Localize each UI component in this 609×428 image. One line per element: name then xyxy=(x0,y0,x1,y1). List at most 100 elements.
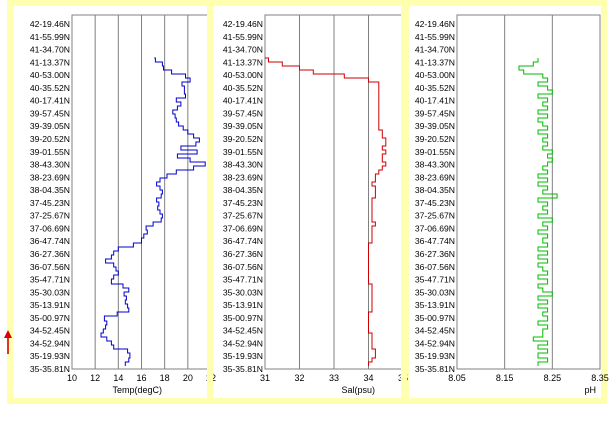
y-tick-label: 37-25.67N xyxy=(415,211,455,221)
profile-panels: 10 12 14 16 18 20 22Temp(degC)42-19.46N41-55.9… xyxy=(7,0,609,404)
x-axis-title: pH xyxy=(584,385,596,395)
y-tick-label: 39-20.52N xyxy=(415,134,455,144)
y-tick-label: 40-53.00N xyxy=(30,70,70,80)
x-tick-label: 18 xyxy=(160,373,170,383)
y-tick-label: 42-19.46N xyxy=(223,19,263,29)
y-tick-label: 38-43.30N xyxy=(30,160,70,170)
y-tick-label: 41-34.70N xyxy=(223,45,263,55)
y-tick-label: 40-17.41N xyxy=(223,96,263,106)
y-tick-label: 36-47.74N xyxy=(30,236,70,246)
y-tick-label: 35-35.81N xyxy=(415,364,455,374)
x-tick-label: 12 xyxy=(90,373,100,383)
y-tick-label: 39-20.52N xyxy=(223,134,263,144)
y-tick-label: 39-57.45N xyxy=(30,108,70,118)
y-tick-label: 34-52.94N xyxy=(30,338,70,348)
y-tick-label: 41-13.37N xyxy=(223,57,263,67)
y-tick-label: 36-27.36N xyxy=(30,249,70,259)
plot-area xyxy=(456,14,601,370)
y-tick-label: 38-23.69N xyxy=(415,172,455,182)
y-tick-label: 41-34.70N xyxy=(30,45,70,55)
y-tick-label: 40-35.52N xyxy=(415,83,455,93)
x-axis-title: Sal(psu) xyxy=(341,385,375,395)
y-tick-label: 35-19.93N xyxy=(415,351,455,361)
y-tick-label: 34-52.94N xyxy=(415,338,455,348)
chart-panel-1: 10 12 14 16 18 20 22Temp(degC)42-19.46N41-55.9… xyxy=(7,0,216,404)
y-tick-label: 37-06.69N xyxy=(223,223,263,233)
x-tick-label: 10 xyxy=(67,373,77,383)
y-tick-label: 35-00.97N xyxy=(30,313,70,323)
y-tick-label: 41-34.70N xyxy=(415,45,455,55)
series-line xyxy=(265,57,387,366)
y-tick-label: 37-45.23N xyxy=(223,198,263,208)
y-tick-label: 37-25.67N xyxy=(30,211,70,221)
x-tick-label: 32 xyxy=(294,373,304,383)
y-tick-label: 37-45.23N xyxy=(415,198,455,208)
y-tick-label: 39-01.55N xyxy=(223,147,263,157)
y-tick-label: 34-52.45N xyxy=(415,326,455,336)
y-tick-label: 41-13.37N xyxy=(415,57,455,67)
y-tick-label: 39-01.55N xyxy=(30,147,70,157)
y-tick-label: 35-30.03N xyxy=(30,287,70,297)
y-tick-label: 36-27.36N xyxy=(415,249,455,259)
y-tick-label: 35-13.91N xyxy=(223,300,263,310)
y-tick-label: 40-53.00N xyxy=(415,70,455,80)
y-tick-label: 38-43.30N xyxy=(223,160,263,170)
chart-panel-3: 8.05 8.15 8.25 8.35 pH 42-19.46N 41-55.99N 41-3… xyxy=(401,0,609,404)
y-tick-label: 39-39.05N xyxy=(415,121,455,131)
y-tick-label: 38-04.35N xyxy=(415,185,455,195)
y-tick-label: 39-57.45N xyxy=(223,108,263,118)
y-tick-label: 35-13.91N xyxy=(30,300,70,310)
y-tick-label: 38-04.35N xyxy=(30,185,70,195)
arrow-head xyxy=(4,330,12,338)
y-tick-label: 37-06.69N xyxy=(415,223,455,233)
y-tick-label: 37-25.67N xyxy=(223,211,263,221)
x-tick-label: 8.05 xyxy=(448,373,466,383)
y-tick-label: 38-23.69N xyxy=(30,172,70,182)
y-tick-label: 36-47.74N xyxy=(415,236,455,246)
y-tick-label: 39-57.45N xyxy=(415,108,455,118)
y-tick-label: 37-45.23N xyxy=(30,198,70,208)
y-tick-label: 36-47.74N xyxy=(223,236,263,246)
chart-panel-2: 31 32 33 34 35Sal(psu)42-19.46N41-55.99N41-3… xyxy=(207,0,409,404)
y-tick-label: 39-39.05N xyxy=(223,121,263,131)
y-tick-label: 42-19.46N xyxy=(30,19,70,29)
y-tick-label: 41-55.99N xyxy=(223,32,263,42)
y-tick-label: 40-53.00N xyxy=(223,70,263,80)
x-tick-label: 8.25 xyxy=(544,373,562,383)
y-tick-label: 35-30.03N xyxy=(223,287,263,297)
y-tick-label: 41-13.37N xyxy=(30,57,70,67)
y-tick-label: 38-04.35N xyxy=(223,185,263,195)
y-tick-label: 40-17.41N xyxy=(30,96,70,106)
series-line xyxy=(100,57,206,366)
panel-frame xyxy=(401,0,607,404)
x-tick-label: 34 xyxy=(363,373,373,383)
x-tick-label: 33 xyxy=(329,373,339,383)
y-tick-label: 35-19.93N xyxy=(30,351,70,361)
y-tick-label: 35-19.93N xyxy=(223,351,263,361)
y-tick-label: 36-27.36N xyxy=(223,249,263,259)
x-tick-label: 16 xyxy=(136,373,146,383)
y-tick-label: 35-35.81N xyxy=(223,364,263,374)
x-tick-label: 8.35 xyxy=(591,373,609,383)
y-tick-label: 39-20.52N xyxy=(30,134,70,144)
y-tick-label: 38-23.69N xyxy=(223,172,263,182)
y-tick-label: 38-43.30N xyxy=(415,160,455,170)
y-tick-label: 34-52.45N xyxy=(223,326,263,336)
x-tick-label: 14 xyxy=(113,373,123,383)
y-tick-label: 39-01.55N xyxy=(415,147,455,157)
direction-arrow xyxy=(4,330,12,354)
y-tick-label: 41-55.99N xyxy=(415,32,455,42)
x-tick-label: 20 xyxy=(183,373,193,383)
y-tick-label: 35-47.71N xyxy=(415,275,455,285)
y-tick-label: 35-35.81N xyxy=(30,364,70,374)
x-tick-label: 31 xyxy=(260,373,270,383)
x-axis-title: Temp(degC) xyxy=(112,385,162,395)
y-tick-label: 34-52.94N xyxy=(223,338,263,348)
y-tick-label: 39-39.05N xyxy=(30,121,70,131)
x-tick-label: 8.15 xyxy=(496,373,514,383)
y-tick-label: 40-17.41N xyxy=(415,96,455,106)
y-tick-label: 36-07.56N xyxy=(223,262,263,272)
series-line xyxy=(518,58,558,366)
y-tick-label: 40-35.52N xyxy=(223,83,263,93)
